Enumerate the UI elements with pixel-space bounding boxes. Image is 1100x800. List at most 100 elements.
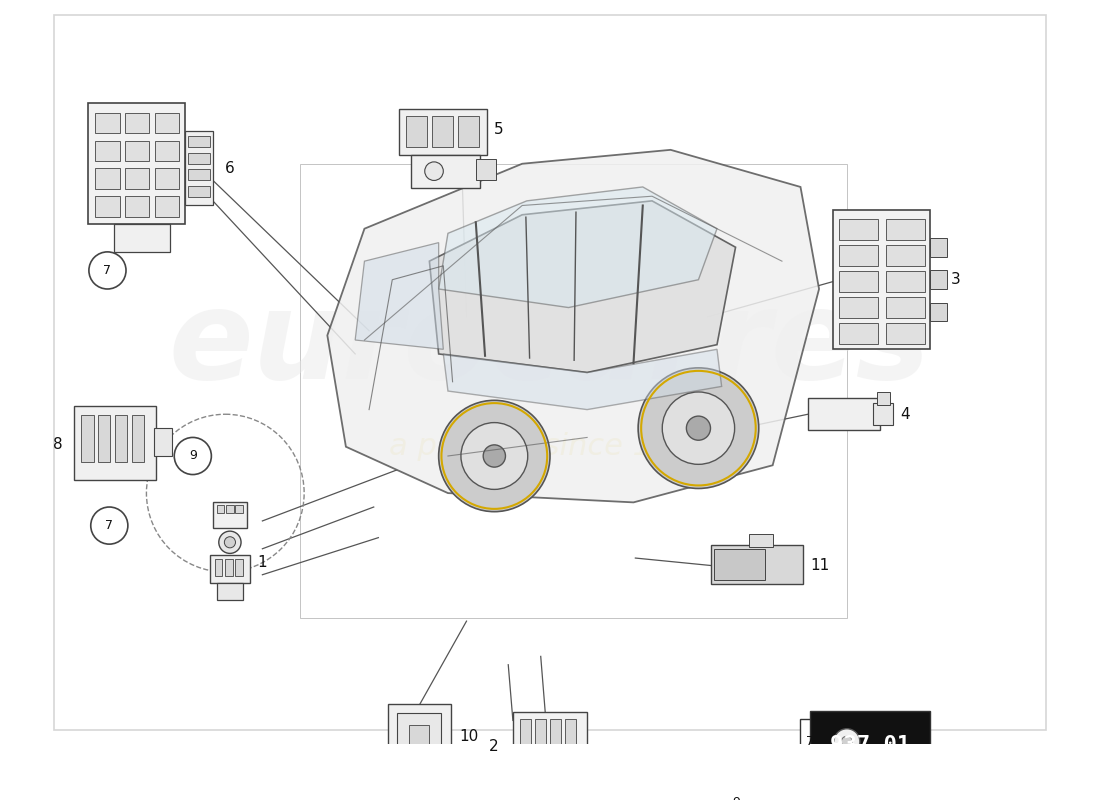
Text: 9: 9 (189, 450, 197, 462)
Bar (132, 415, 144, 462)
Bar (235, 505, 243, 513)
Bar (749, 534, 772, 547)
Bar (520, 718, 531, 760)
Bar (81, 415, 94, 462)
Bar (459, 115, 478, 147)
Circle shape (224, 537, 235, 548)
Bar (886, 323, 925, 344)
Polygon shape (837, 790, 912, 800)
Bar (886, 271, 925, 292)
Bar (522, 765, 578, 779)
Bar (931, 270, 947, 289)
Polygon shape (439, 187, 717, 307)
Text: a passion since 1985: a passion since 1985 (389, 432, 711, 462)
Bar (217, 505, 224, 513)
Bar (188, 153, 210, 164)
Circle shape (834, 729, 860, 754)
Text: 7: 7 (103, 264, 111, 277)
Circle shape (174, 438, 211, 474)
Bar (839, 323, 879, 344)
Bar (931, 238, 947, 257)
Bar (839, 271, 879, 292)
Text: 4: 4 (901, 406, 911, 422)
Circle shape (91, 507, 128, 544)
Bar (114, 224, 169, 252)
Polygon shape (443, 350, 722, 410)
Circle shape (461, 422, 528, 490)
Polygon shape (429, 201, 736, 373)
Circle shape (842, 736, 852, 747)
Bar (125, 168, 150, 189)
Bar (513, 712, 587, 782)
Text: 10: 10 (459, 729, 478, 744)
Bar (726, 779, 801, 800)
Circle shape (638, 368, 759, 489)
Bar (387, 704, 451, 762)
Bar (154, 428, 173, 456)
Bar (227, 505, 233, 513)
Text: eurocarres: eurocarres (169, 284, 931, 405)
Bar (877, 392, 890, 405)
Text: 9: 9 (732, 795, 739, 800)
Bar (96, 168, 120, 189)
Bar (226, 559, 233, 576)
Text: 7: 7 (806, 735, 814, 748)
Text: 5: 5 (494, 122, 504, 137)
Circle shape (760, 789, 785, 800)
Bar (807, 398, 880, 430)
Bar (155, 113, 179, 133)
Bar (833, 210, 931, 350)
Bar (188, 186, 210, 197)
Text: 1: 1 (257, 555, 267, 570)
Bar (98, 415, 110, 462)
Bar (188, 170, 210, 181)
Bar (810, 779, 931, 800)
Bar (299, 164, 847, 618)
Bar (96, 141, 120, 161)
Bar (235, 559, 243, 576)
Polygon shape (355, 242, 443, 350)
Text: 11: 11 (811, 558, 830, 573)
Bar (839, 298, 879, 318)
Text: 937 01: 937 01 (830, 735, 910, 755)
Bar (114, 415, 126, 462)
Circle shape (89, 252, 127, 289)
Bar (714, 549, 766, 580)
Bar (564, 718, 576, 760)
Bar (155, 168, 179, 189)
Circle shape (767, 797, 778, 800)
Bar (96, 196, 120, 217)
Circle shape (439, 400, 550, 512)
Bar (536, 718, 547, 760)
Circle shape (662, 392, 735, 464)
Bar (406, 115, 427, 147)
Bar (432, 115, 452, 147)
Circle shape (483, 445, 506, 467)
Bar (399, 109, 487, 155)
Text: 8: 8 (53, 438, 63, 452)
Circle shape (425, 162, 443, 181)
Bar (209, 555, 251, 583)
Circle shape (219, 531, 241, 554)
Bar (155, 141, 179, 161)
Circle shape (686, 416, 711, 440)
Bar (125, 196, 150, 217)
Bar (96, 113, 120, 133)
Bar (886, 219, 925, 240)
Bar (216, 559, 222, 576)
Bar (550, 718, 561, 760)
Bar (213, 502, 246, 528)
Bar (886, 298, 925, 318)
Bar (711, 545, 803, 584)
Text: 3: 3 (950, 272, 960, 287)
Bar (188, 136, 210, 147)
Bar (410, 155, 481, 188)
Bar (839, 246, 879, 266)
Bar (125, 113, 150, 133)
Bar (476, 159, 496, 179)
Text: 7: 7 (106, 519, 113, 532)
Polygon shape (328, 150, 820, 502)
Bar (397, 713, 441, 752)
Text: 6: 6 (226, 161, 235, 176)
Bar (839, 219, 879, 240)
